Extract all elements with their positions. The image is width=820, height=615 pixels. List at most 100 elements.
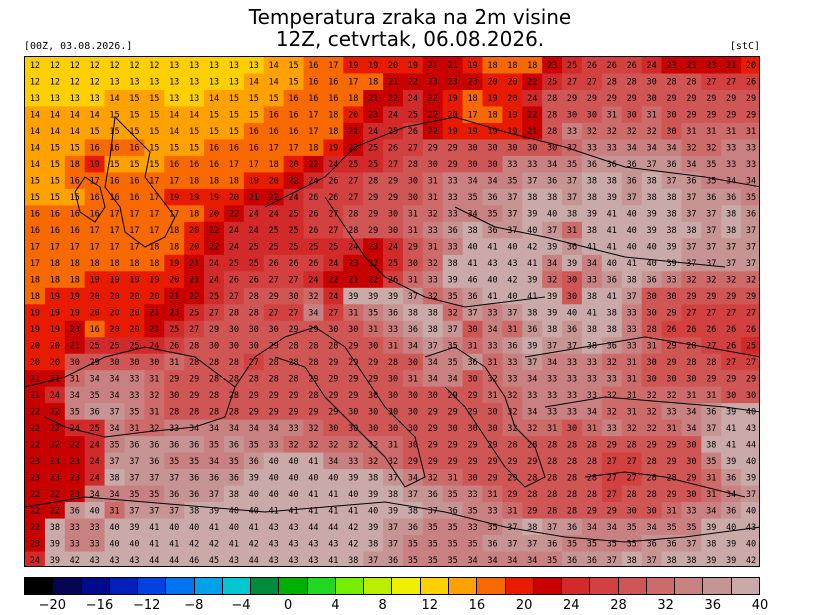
grid-value: 31 <box>408 374 418 384</box>
grid-value: 41 <box>487 243 497 253</box>
grid-value: 43 <box>269 539 279 549</box>
grid-value: 32 <box>706 144 716 154</box>
grid-value: 31 <box>149 374 159 384</box>
grid-value: 33 <box>587 144 597 154</box>
grid-value: 39 <box>348 292 358 302</box>
grid-value: 16 <box>129 144 139 154</box>
grid-value: 26 <box>169 341 179 351</box>
grid-value: 35 <box>368 309 378 319</box>
legend-swatch <box>138 578 167 594</box>
grid-value: 36 <box>388 309 398 319</box>
grid-value: 28 <box>229 374 239 384</box>
temperature-cell <box>243 155 265 173</box>
grid-value: 15 <box>109 111 119 121</box>
temperature-cell <box>402 238 424 256</box>
temperature-cell <box>641 122 663 141</box>
grid-value: 15 <box>149 127 159 137</box>
grid-value: 33 <box>627 341 637 351</box>
grid-value: 37 <box>109 407 119 417</box>
grid-value: 17 <box>288 144 298 154</box>
temperature-cell <box>562 89 583 108</box>
temperature-cell <box>25 122 46 141</box>
grid-value: 25 <box>288 210 298 220</box>
temperature-cell <box>383 188 404 206</box>
grid-value: 28 <box>229 358 239 368</box>
temperature-cell <box>601 73 623 91</box>
temperature-cell <box>243 106 265 124</box>
temperature-cell <box>641 172 663 190</box>
grid-value: 24 <box>368 127 378 137</box>
grid-value: 18 <box>527 61 537 71</box>
grid-value: 38 <box>627 276 637 286</box>
temperature-cell <box>44 238 66 256</box>
grid-value: 31 <box>706 391 716 401</box>
grid-value: 36 <box>487 539 497 549</box>
grid-value: 36 <box>408 523 418 533</box>
grid-value: 17 <box>89 177 99 187</box>
grid-value: 24 <box>269 210 279 220</box>
temperature-cell <box>323 139 344 157</box>
grid-value: 30 <box>686 457 696 467</box>
temperature-cell <box>363 73 384 91</box>
grid-value: 35 <box>129 490 139 500</box>
legend-swatch <box>618 578 647 594</box>
grid-value: 40 <box>746 457 756 467</box>
grid-value: 41 <box>328 490 338 500</box>
temperature-cell <box>164 57 185 75</box>
grid-value: 12 <box>30 78 40 88</box>
grid-value: 39 <box>726 556 736 566</box>
grid-value: 12 <box>89 78 99 88</box>
grid-value: 32 <box>428 259 438 269</box>
grid-value: 20 <box>149 292 159 302</box>
temperature-cell <box>542 188 563 206</box>
grid-value: 37 <box>408 490 418 500</box>
temperature-cell <box>581 106 603 124</box>
grid-value: 23 <box>50 473 60 483</box>
temperature-cell <box>323 106 344 124</box>
grid-value: 35 <box>567 160 577 170</box>
grid-value: 31 <box>448 473 458 483</box>
temperature-cell <box>343 205 364 223</box>
grid-value: 29 <box>308 374 318 384</box>
temperature-cell <box>681 172 702 190</box>
grid-value: 15 <box>169 144 179 154</box>
grid-value: 34 <box>70 391 80 401</box>
temperature-cell <box>383 89 404 108</box>
temperature-cell <box>223 221 245 239</box>
temperature-cell <box>442 122 464 141</box>
grid-value: 29 <box>348 374 358 384</box>
grid-value: 20 <box>269 177 279 187</box>
grid-value: 35 <box>70 407 80 417</box>
temperature-cell <box>104 122 126 141</box>
temperature-cell <box>64 172 86 190</box>
grid-value: 30 <box>249 325 259 335</box>
temperature-cell <box>522 221 543 239</box>
grid-value: 21 <box>169 292 179 302</box>
temperature-cell <box>64 122 86 141</box>
grid-value: 33 <box>567 407 577 417</box>
grid-value: 26 <box>607 61 617 71</box>
grid-value: 14 <box>249 78 259 88</box>
grid-value: 39 <box>368 292 378 302</box>
grid-value: 30 <box>129 358 139 368</box>
temperature-cell <box>144 221 165 239</box>
temperature-cell <box>641 155 663 173</box>
grid-value: 42 <box>746 556 756 566</box>
unit-label: [stC] <box>729 41 760 52</box>
temperature-cell <box>502 122 523 141</box>
temperature-cell <box>562 57 583 75</box>
legend-swatch <box>251 578 280 594</box>
grid-value: 35 <box>706 457 716 467</box>
temperature-cell <box>422 57 444 75</box>
grid-value: 23 <box>70 457 80 467</box>
grid-value: 38 <box>587 341 597 351</box>
temperature-cell <box>223 106 245 124</box>
grid-value: 37 <box>527 358 537 368</box>
grid-value: 27 <box>269 309 279 319</box>
temperature-cell <box>661 73 683 91</box>
legend-swatch <box>533 578 563 594</box>
grid-value: 26 <box>746 325 756 335</box>
grid-value: 28 <box>607 78 617 88</box>
grid-value: 31 <box>109 506 119 516</box>
temperature-cell <box>721 172 742 190</box>
